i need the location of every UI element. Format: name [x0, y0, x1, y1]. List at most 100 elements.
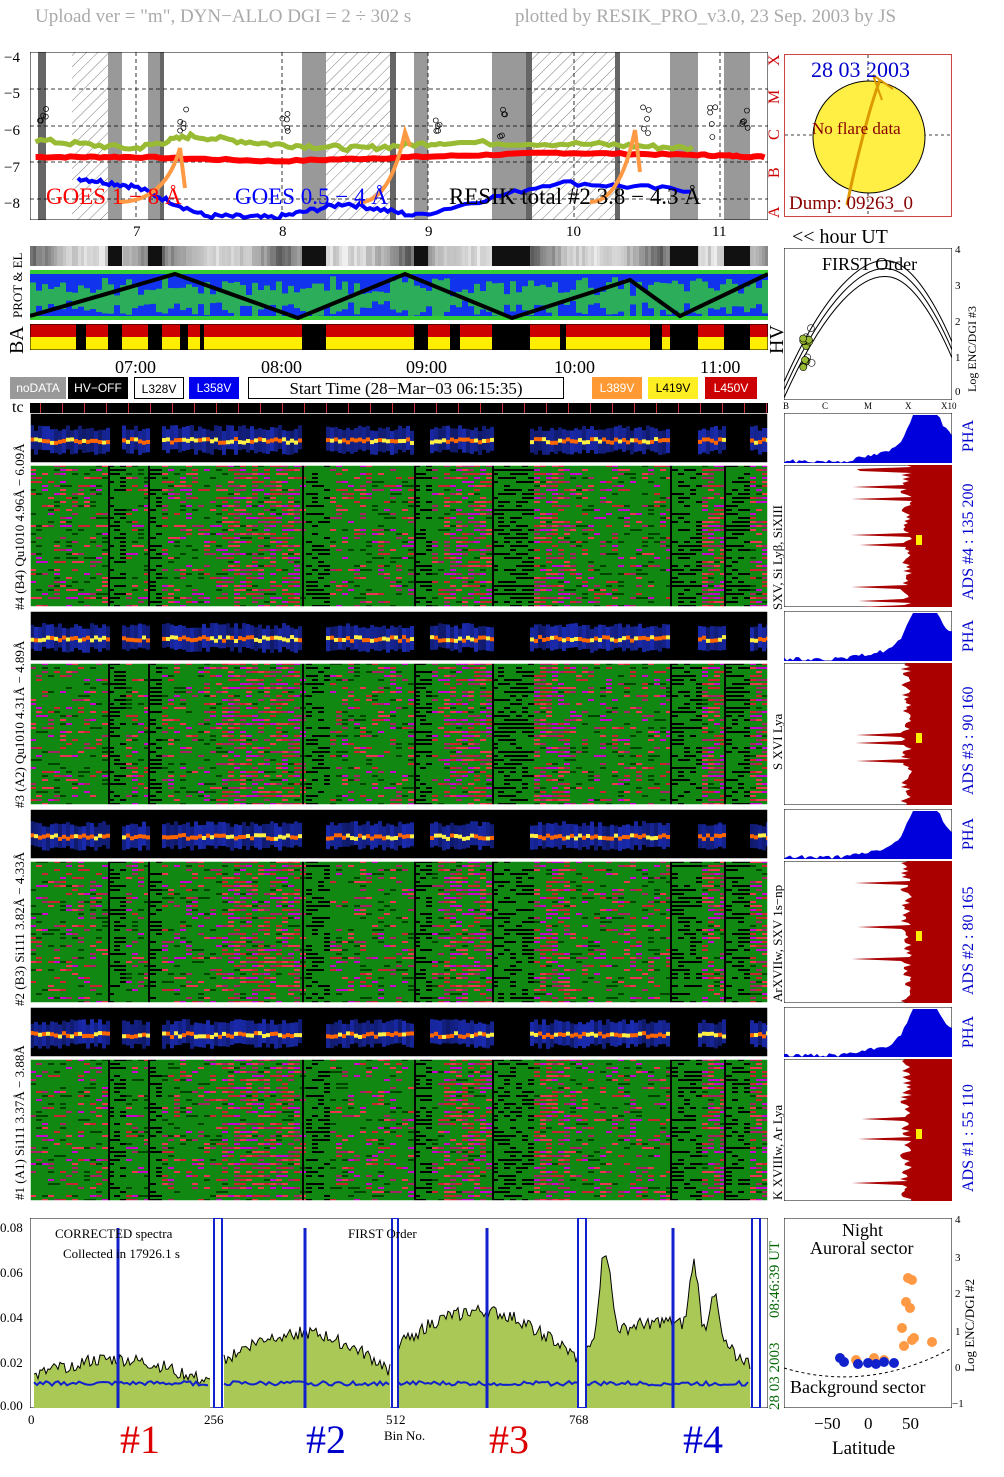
spectro-cell [558, 687, 564, 689]
spectro-cell [534, 683, 540, 685]
spectro-cell [354, 747, 360, 749]
spectro-gap-cell [732, 601, 738, 603]
spectro-cell [558, 477, 564, 479]
attitude-cell [216, 246, 219, 266]
spectro-cell [282, 767, 288, 769]
spectro-cell [390, 675, 396, 677]
spectro-cell [558, 465, 564, 467]
spectro-cell [378, 557, 384, 559]
spectro-cell [450, 553, 456, 555]
spectro-cell [36, 493, 42, 495]
spectro-gap-cell [510, 597, 516, 599]
spectro-cell [204, 687, 210, 689]
spectro-cell [228, 553, 234, 555]
spectro-cell [468, 759, 474, 761]
spectro-cell [228, 715, 234, 717]
spectro-gap-cell [150, 711, 156, 713]
sun-dump: Dump: 09263_0 [789, 193, 914, 214]
spectro-cell [462, 787, 468, 789]
spectro-cell [666, 465, 672, 467]
spectro-cell [246, 763, 252, 765]
spectro-cell [48, 735, 54, 737]
spectro-cell [564, 581, 570, 583]
spectro-cell [666, 509, 672, 511]
spectro-cell [234, 589, 240, 591]
spectro-cell [294, 489, 300, 491]
spectro-cell [582, 593, 588, 595]
spectro-gap-cell [510, 767, 516, 769]
spectro-cell [288, 739, 294, 741]
spectro-cell [468, 767, 474, 769]
spectro-cell [612, 545, 618, 547]
spectro-cell [42, 561, 48, 563]
spectro-cell [234, 489, 240, 491]
spectro-cell [552, 477, 558, 479]
spectro-cell [366, 553, 372, 555]
spectro-gap-cell [492, 747, 498, 749]
spectro-cell [450, 695, 456, 697]
spectro-cell [432, 795, 438, 797]
spectro-cell [168, 795, 174, 797]
spectro-cell [402, 509, 408, 511]
spectro-cell [252, 663, 258, 665]
spectro-gap-cell [150, 743, 156, 745]
attitude-cell [63, 246, 66, 266]
spectro-cell [606, 663, 612, 665]
spectro-cell [54, 597, 60, 599]
spectro-gap-cell [114, 561, 120, 563]
spectro-cell [396, 783, 402, 785]
spectro-gap-cell [426, 465, 432, 467]
spectro-gap-cell [522, 553, 528, 555]
spectro-gap-cell [114, 795, 120, 797]
attitude-cell [84, 246, 87, 266]
spectro-cell [390, 493, 396, 495]
pha-line [334, 437, 338, 442]
spectro-cell [228, 743, 234, 745]
pha-line [558, 637, 562, 642]
spectro-cell [42, 771, 48, 773]
spectro-cell [750, 485, 756, 487]
spectro-gap-cell [150, 691, 156, 693]
spectro-gap-edge [492, 465, 494, 607]
spectro-gap-cell [510, 751, 516, 753]
spectro-cell [540, 493, 546, 495]
pha-line [666, 635, 670, 640]
spectro-cell [384, 565, 390, 567]
pha-noise [194, 430, 198, 455]
spectro-cell [546, 481, 552, 483]
pha-line [274, 437, 278, 442]
spectro-cell [486, 557, 492, 559]
pha-line [386, 637, 390, 642]
spectro-cell [462, 711, 468, 713]
spectro-cell [234, 565, 240, 567]
spectro-cell [186, 585, 192, 587]
pha-line [286, 440, 290, 445]
spectro-gap-cell [522, 675, 528, 677]
spectro-cell [102, 597, 108, 599]
spectro-gap-cell [696, 533, 702, 535]
spectro-cell [144, 497, 150, 499]
spectro-cell [282, 593, 288, 595]
pha-line [126, 637, 130, 642]
pha-hist-ch4 [784, 413, 952, 463]
spectro-cell [138, 783, 144, 785]
spectro-cell [90, 577, 96, 579]
pha-line [330, 438, 334, 443]
spectro-cell [210, 767, 216, 769]
spectro-cell [168, 675, 174, 677]
spectro-gap-cell [414, 755, 420, 757]
spectro-cell [570, 667, 576, 669]
spectro-cell [132, 485, 138, 487]
spectro-gap-cell [156, 699, 162, 701]
spectro-cell [456, 553, 462, 555]
spectro-cell [180, 687, 186, 689]
spectro-cell [276, 683, 282, 685]
spectro-cell [138, 525, 144, 527]
spectro-cell [282, 537, 288, 539]
spectro-cell [432, 779, 438, 781]
pha-line [362, 638, 366, 643]
spectro-gap-cell [120, 553, 126, 555]
spectro-gap-cell [306, 695, 312, 697]
spectro-gap-cell [696, 537, 702, 539]
spectro-cell [600, 715, 606, 717]
